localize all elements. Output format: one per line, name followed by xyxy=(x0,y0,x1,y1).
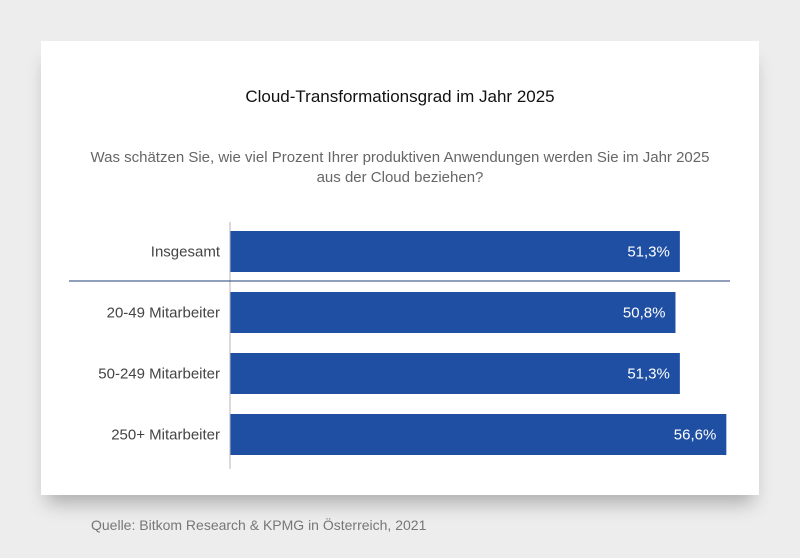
chart-title: Cloud-Transformationsgrad im Jahr 2025 xyxy=(245,87,555,106)
value-label-3: 56,6% xyxy=(674,427,717,444)
value-label-2: 51,3% xyxy=(627,366,670,383)
category-label-1: 20-49 Mitarbeiter xyxy=(107,305,220,322)
value-label-0: 51,3% xyxy=(627,244,670,261)
value-label-1: 50,8% xyxy=(623,305,666,322)
category-label-2: 50-249 Mitarbeiter xyxy=(98,366,220,383)
bar-3 xyxy=(230,414,727,455)
chart-subtitle: Was schätzen Sie, wie viel Prozent Ihrer… xyxy=(90,149,710,186)
bar-0 xyxy=(230,231,680,272)
bar-1 xyxy=(230,292,676,333)
category-label-3: 250+ Mitarbeiter xyxy=(111,427,220,444)
bar-2 xyxy=(230,353,680,394)
category-label-0: Insgesamt xyxy=(151,244,221,261)
source-note: Quelle: Bitkom Research & KPMG in Österr… xyxy=(91,517,427,533)
